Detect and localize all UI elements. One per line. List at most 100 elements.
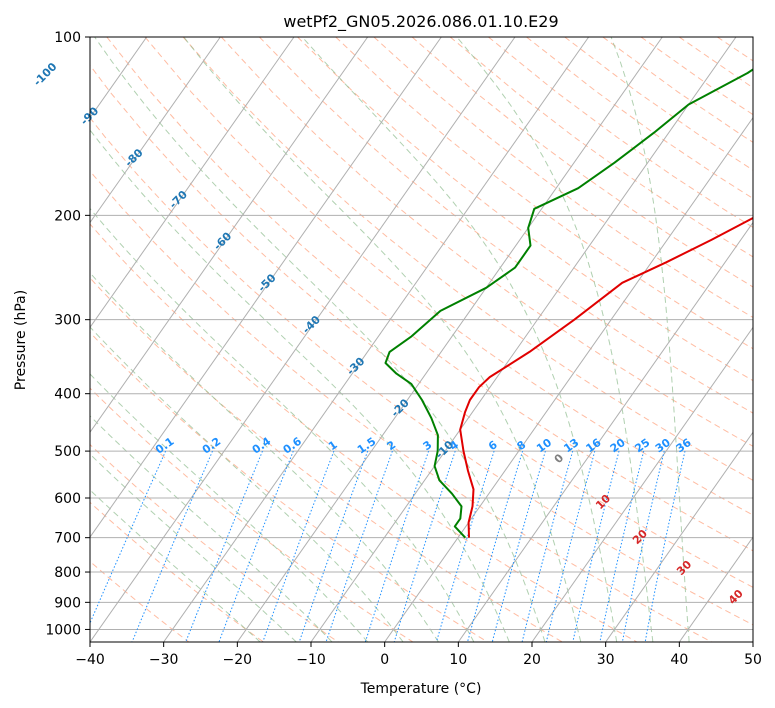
isotherm-gridline bbox=[752, 641, 753, 642]
mixing-ratio-line bbox=[435, 450, 495, 642]
isotherm-gridline bbox=[163, 37, 590, 642]
isotherm-label: -40 bbox=[300, 313, 323, 336]
dry-adiabat-line bbox=[90, 223, 638, 642]
y-axis-ticks: 100 200 300 400 500 600 700 800 900 1000 bbox=[45, 30, 90, 638]
moist-adiabat-label: 40 bbox=[726, 587, 746, 607]
isotherm-gridline bbox=[90, 37, 442, 539]
y-tick-label: 500 bbox=[54, 444, 81, 460]
isotherm-label: -100 bbox=[31, 60, 60, 89]
isotherm-gridline bbox=[90, 37, 221, 224]
plot-frame bbox=[89, 36, 754, 643]
x-tick-label: 10 bbox=[449, 652, 467, 668]
y-tick-label: 1000 bbox=[45, 622, 81, 638]
isotherm-label: -80 bbox=[122, 146, 145, 169]
moist-adiabat-line bbox=[90, 453, 297, 642]
mixing-ratio-label: 25 bbox=[632, 436, 652, 455]
mixing-ratio-label: 0.6 bbox=[281, 435, 305, 457]
moist-adiabat-label: 0 bbox=[552, 451, 567, 466]
mixing-ratio-labels: 0.1 0.2 0.4 0.6 1 1.5 2 3 4 6 8 10 13 16 20 25 30 36 bbox=[153, 435, 694, 457]
profile-series bbox=[384, 68, 753, 539]
y-tick-label: 700 bbox=[54, 531, 81, 547]
mixing-ratio-label: 30 bbox=[653, 436, 673, 456]
isotherm-gridline bbox=[90, 37, 516, 642]
dry-adiabat-line bbox=[335, 37, 753, 350]
isotherm-label: -30 bbox=[344, 355, 367, 378]
mixing-ratio-line bbox=[185, 450, 263, 642]
mixing-ratio-label: 1.5 bbox=[355, 435, 378, 457]
x-axis-ticks: −40 −30 −20 −10 0 10 20 30 40 50 bbox=[75, 642, 762, 668]
dry-adiabat-line bbox=[488, 37, 753, 228]
mixing-ratio-label: 0.4 bbox=[250, 435, 274, 457]
mixing-ratio-line bbox=[644, 450, 686, 642]
moist-adiabat-label: 30 bbox=[674, 558, 694, 578]
moist-adiabat-line bbox=[94, 37, 546, 642]
mixing-ratio-line bbox=[325, 450, 393, 642]
mixing-ratio-line bbox=[90, 450, 167, 625]
dry-adiabat-line bbox=[297, 37, 753, 382]
x-tick-label: 0 bbox=[380, 652, 389, 668]
mixing-ratio-line bbox=[262, 450, 335, 642]
dry-adiabat-line bbox=[220, 37, 753, 447]
isotherm-gridline bbox=[457, 221, 753, 642]
dry-adiabat-line bbox=[90, 64, 753, 588]
isotherm-gridline bbox=[678, 536, 753, 642]
mixing-ratio-line bbox=[393, 450, 456, 642]
y-tick-label: 100 bbox=[54, 30, 81, 46]
moist-adiabat-line bbox=[90, 415, 333, 642]
isotherm-gridline bbox=[605, 431, 753, 642]
dry-adiabat-line bbox=[449, 37, 753, 258]
y-tick-label: 600 bbox=[54, 491, 81, 507]
mixing-ratio-line bbox=[599, 450, 645, 642]
isotherm-gridline bbox=[0, 37, 73, 642]
dry-adiabat-line bbox=[90, 170, 712, 642]
mixing-ratio-line bbox=[218, 450, 294, 642]
dry-adiabat-line bbox=[90, 387, 414, 642]
x-tick-label: −40 bbox=[75, 652, 105, 668]
moist-adiabat-label: 10 bbox=[593, 492, 613, 512]
isotherm-label: -20 bbox=[389, 396, 412, 419]
mixing-ratio-line bbox=[298, 450, 369, 642]
isotherm-gridline bbox=[90, 37, 295, 329]
x-tick-label: 20 bbox=[523, 652, 541, 668]
temperature-line bbox=[459, 216, 753, 538]
mixing-ratio-line bbox=[545, 450, 596, 642]
mixing-ratio-line bbox=[521, 450, 574, 642]
y-axis-label: Pressure (hPa) bbox=[13, 290, 29, 390]
dry-adiabat-line bbox=[259, 37, 753, 414]
moist-adiabat-line bbox=[90, 373, 369, 642]
x-tick-label: 30 bbox=[597, 652, 615, 668]
isotherm-gridline bbox=[90, 37, 369, 434]
mixing-ratio-line bbox=[572, 450, 620, 642]
moist-adiabat-line bbox=[610, 37, 690, 642]
x-axis-label: Temperature (°C) bbox=[360, 681, 482, 697]
dewpoint-line bbox=[384, 68, 753, 539]
y-tick-label: 400 bbox=[54, 387, 81, 403]
y-tick-label: 900 bbox=[54, 595, 81, 611]
isotherm-gridline bbox=[384, 116, 753, 642]
moist-adiabat-line bbox=[183, 37, 582, 642]
isotherm-gridline bbox=[310, 37, 737, 642]
mixing-ratio-line bbox=[364, 450, 430, 642]
dry-adiabat-line bbox=[106, 37, 753, 552]
chart-title: wetPf2_GN05.2026.086.01.10.E29 bbox=[283, 12, 558, 32]
x-tick-label: −10 bbox=[296, 652, 326, 668]
moist-adiabat-line bbox=[90, 489, 261, 642]
dry-adiabat-line bbox=[90, 443, 339, 642]
mixing-ratio-line bbox=[491, 450, 546, 642]
moist-adiabat-label: 20 bbox=[630, 527, 650, 547]
x-tick-label: −20 bbox=[223, 652, 253, 668]
moist-adiabat-line bbox=[90, 326, 404, 642]
dry-adiabat-line bbox=[90, 331, 488, 642]
mixing-ratio-label: 10 bbox=[534, 436, 554, 456]
background-lines bbox=[0, 37, 753, 642]
moist-adiabat-line bbox=[301, 37, 618, 642]
dry-adiabat-line bbox=[678, 37, 753, 89]
moist-adiabat-line bbox=[456, 37, 654, 642]
isotherm-gridline bbox=[236, 37, 663, 642]
y-tick-label: 200 bbox=[54, 208, 81, 224]
mixing-ratio-line bbox=[131, 450, 213, 642]
dry-adiabat-line bbox=[411, 37, 753, 288]
mixing-ratio-label: 13 bbox=[561, 436, 581, 455]
mixing-ratio-line bbox=[621, 450, 665, 642]
x-tick-label: 50 bbox=[744, 652, 762, 668]
